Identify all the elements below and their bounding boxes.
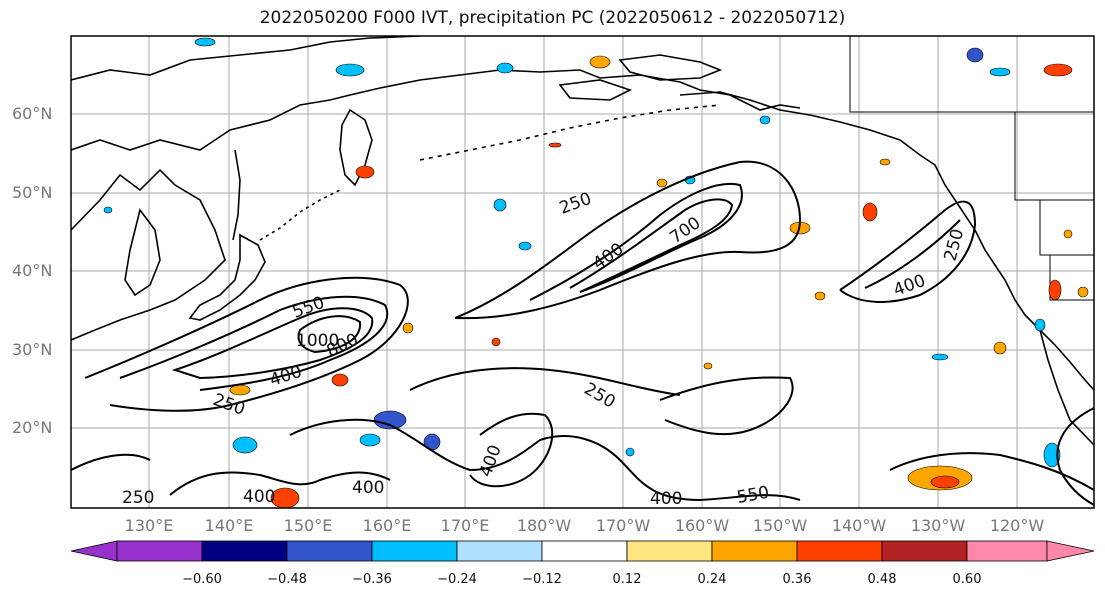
colorbar-tick: −0.48: [267, 572, 307, 587]
lat-label-30n: 30°N: [12, 340, 53, 359]
colorbar-tick: 0.24: [697, 572, 727, 587]
lon-label-160w: 160°W: [674, 516, 730, 535]
colorbar-tick: 0.36: [782, 572, 812, 587]
contour-label: 250: [122, 488, 154, 508]
borders: [849, 36, 1094, 301]
colorbar-tick: −0.24: [437, 572, 477, 587]
precip-shading: [103, 37, 1089, 508]
lon-label-170e: 170°E: [440, 516, 490, 535]
lat-label-20n: 20°N: [12, 418, 53, 437]
lat-label-60n: 60°N: [12, 104, 53, 123]
colorbar-extend-min: [70, 540, 118, 562]
colorbar-tick: 0.12: [612, 572, 642, 587]
lon-label-180w: 180°W: [516, 516, 572, 535]
colorbar-tick: 0.48: [867, 572, 897, 587]
lon-label-160e: 160°E: [362, 516, 412, 535]
lon-label-150e: 150°E: [283, 516, 333, 535]
lon-label-140e: 140°E: [204, 516, 254, 535]
contour-label: 400: [650, 489, 682, 509]
contour-label: 400: [243, 487, 275, 507]
colorbar-extend-max: [1046, 540, 1095, 562]
colorbar-tick: 0.60: [952, 572, 982, 587]
map-title: 2022050200 F000 IVT, precipitation PC (2…: [259, 8, 846, 28]
lon-label-130e: 130°E: [124, 516, 174, 535]
colorbar-tick: −0.36: [352, 572, 392, 587]
ivt-contours: [71, 160, 1094, 506]
lon-label-150w: 150°W: [752, 516, 808, 535]
coastlines: [71, 36, 1094, 446]
lon-label-130w: 130°W: [910, 516, 966, 535]
colorbar-tick: −0.60: [182, 572, 222, 587]
colorbar: [70, 540, 1095, 562]
graticule: [71, 36, 1094, 508]
lon-label-120w: 120°W: [989, 516, 1045, 535]
colorbar-tick: −0.12: [522, 572, 562, 587]
lon-label-170w: 170°W: [595, 516, 651, 535]
lat-label-40n: 40°N: [12, 261, 53, 280]
lat-label-50n: 50°N: [12, 183, 53, 202]
plot-border: [70, 35, 1095, 509]
contour-label: 1000: [296, 331, 339, 351]
lon-label-140w: 140°W: [831, 516, 887, 535]
contour-label: 400: [352, 478, 384, 498]
